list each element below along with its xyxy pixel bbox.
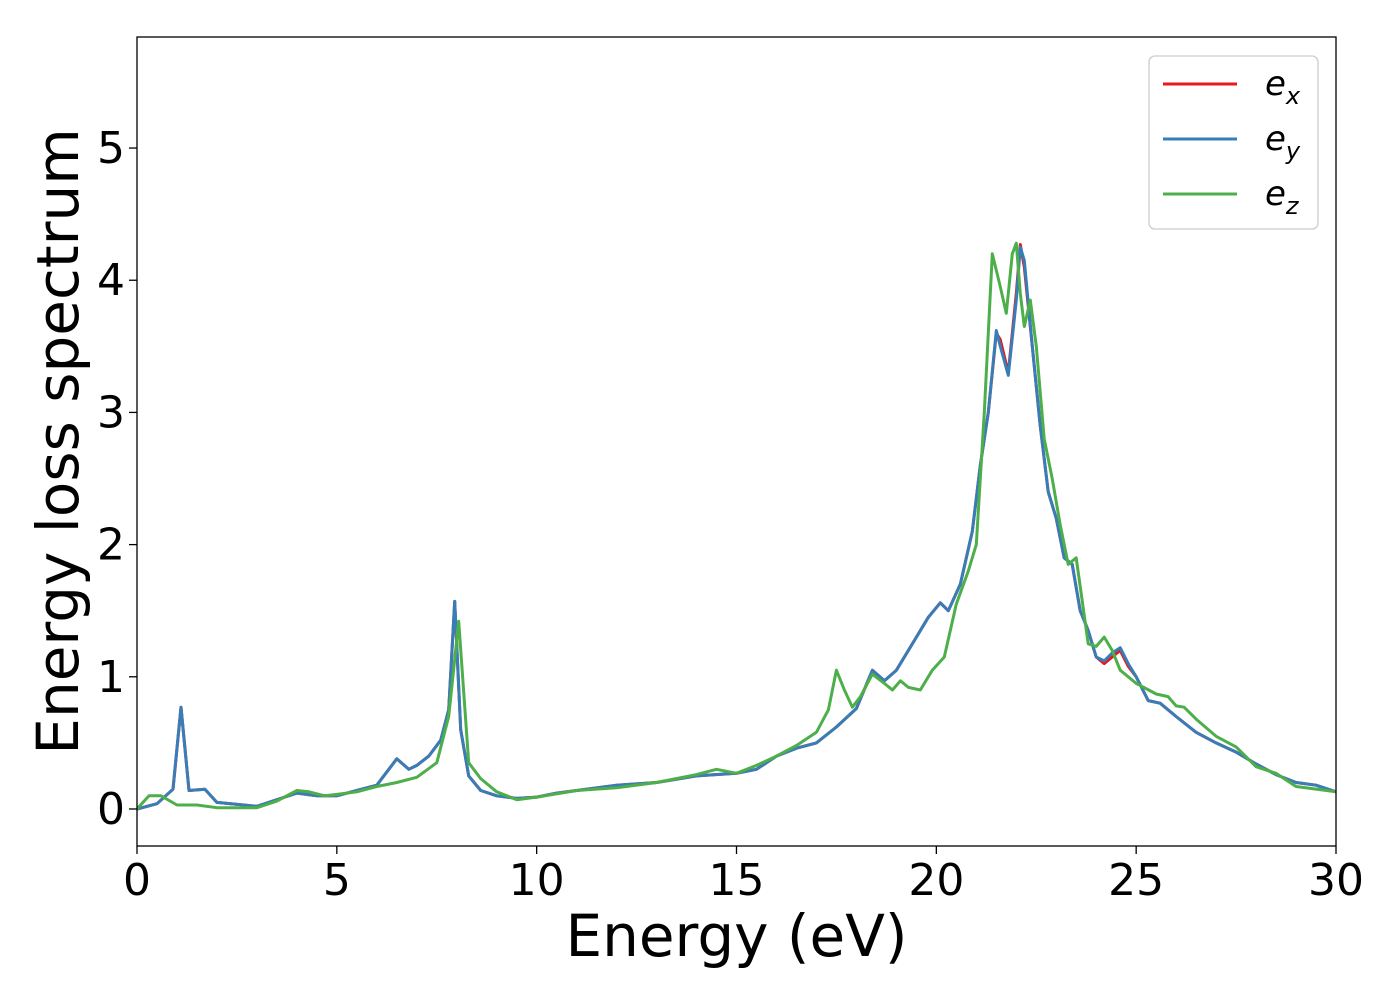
y-axis-label: Energy loss spectrum bbox=[24, 128, 92, 754]
x-tick-label: 20 bbox=[908, 855, 964, 906]
y-tick-label: 4 bbox=[97, 255, 125, 306]
x-axis-ticks: 0 5 10 15 20 25 30 bbox=[123, 846, 1364, 906]
legend-label-subscript: z bbox=[1285, 192, 1300, 220]
legend-label-subscript: x bbox=[1285, 82, 1301, 110]
x-tick-label: 5 bbox=[323, 855, 351, 906]
plot-background bbox=[137, 37, 1336, 846]
series-line-y bbox=[137, 245, 1336, 811]
x-tick-label: 30 bbox=[1308, 855, 1364, 906]
legend-label-base: e bbox=[1265, 119, 1286, 159]
x-tick-label: 25 bbox=[1108, 855, 1164, 906]
legend-label-subscript: y bbox=[1285, 137, 1301, 165]
y-tick-label: 2 bbox=[97, 520, 125, 571]
x-tick-label: 0 bbox=[123, 855, 151, 906]
x-tick-label: 10 bbox=[509, 855, 565, 906]
y-axis-ticks: 0 1 2 3 4 5 bbox=[97, 123, 137, 835]
y-tick-label: 5 bbox=[97, 123, 125, 174]
legend-label-base: e bbox=[1265, 64, 1286, 104]
x-axis-label: Energy (eV) bbox=[565, 902, 907, 970]
y-tick-label: 0 bbox=[97, 784, 125, 835]
legend-label-x: ex bbox=[1265, 64, 1301, 110]
y-tick-label: 3 bbox=[97, 387, 125, 438]
series-line-z bbox=[137, 241, 1336, 811]
legend-label-base: e bbox=[1265, 174, 1286, 214]
legend-box bbox=[1148, 55, 1319, 230]
series-layer bbox=[137, 241, 1336, 811]
legend-label-y: ey bbox=[1265, 119, 1301, 165]
y-tick-label: 1 bbox=[97, 652, 125, 703]
x-tick-label: 15 bbox=[709, 855, 765, 906]
legend-label-z: ez bbox=[1265, 174, 1300, 220]
